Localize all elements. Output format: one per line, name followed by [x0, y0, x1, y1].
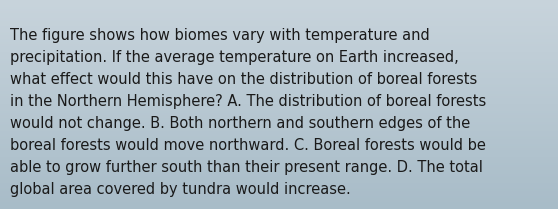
Text: global area covered by tundra would increase.: global area covered by tundra would incr… — [10, 182, 351, 197]
Text: precipitation. If the average temperature on Earth increased,: precipitation. If the average temperatur… — [10, 50, 459, 65]
Text: boreal forests would move northward. C. Boreal forests would be: boreal forests would move northward. C. … — [10, 138, 486, 153]
Text: The figure shows how biomes vary with temperature and: The figure shows how biomes vary with te… — [10, 28, 430, 43]
Text: able to grow further south than their present range. D. The total: able to grow further south than their pr… — [10, 160, 483, 175]
Text: what effect would this have on the distribution of boreal forests: what effect would this have on the distr… — [10, 72, 477, 87]
Text: would not change. B. Both northern and southern edges of the: would not change. B. Both northern and s… — [10, 116, 470, 131]
Text: in the Northern Hemisphere? A. The distribution of boreal forests: in the Northern Hemisphere? A. The distr… — [10, 94, 486, 109]
